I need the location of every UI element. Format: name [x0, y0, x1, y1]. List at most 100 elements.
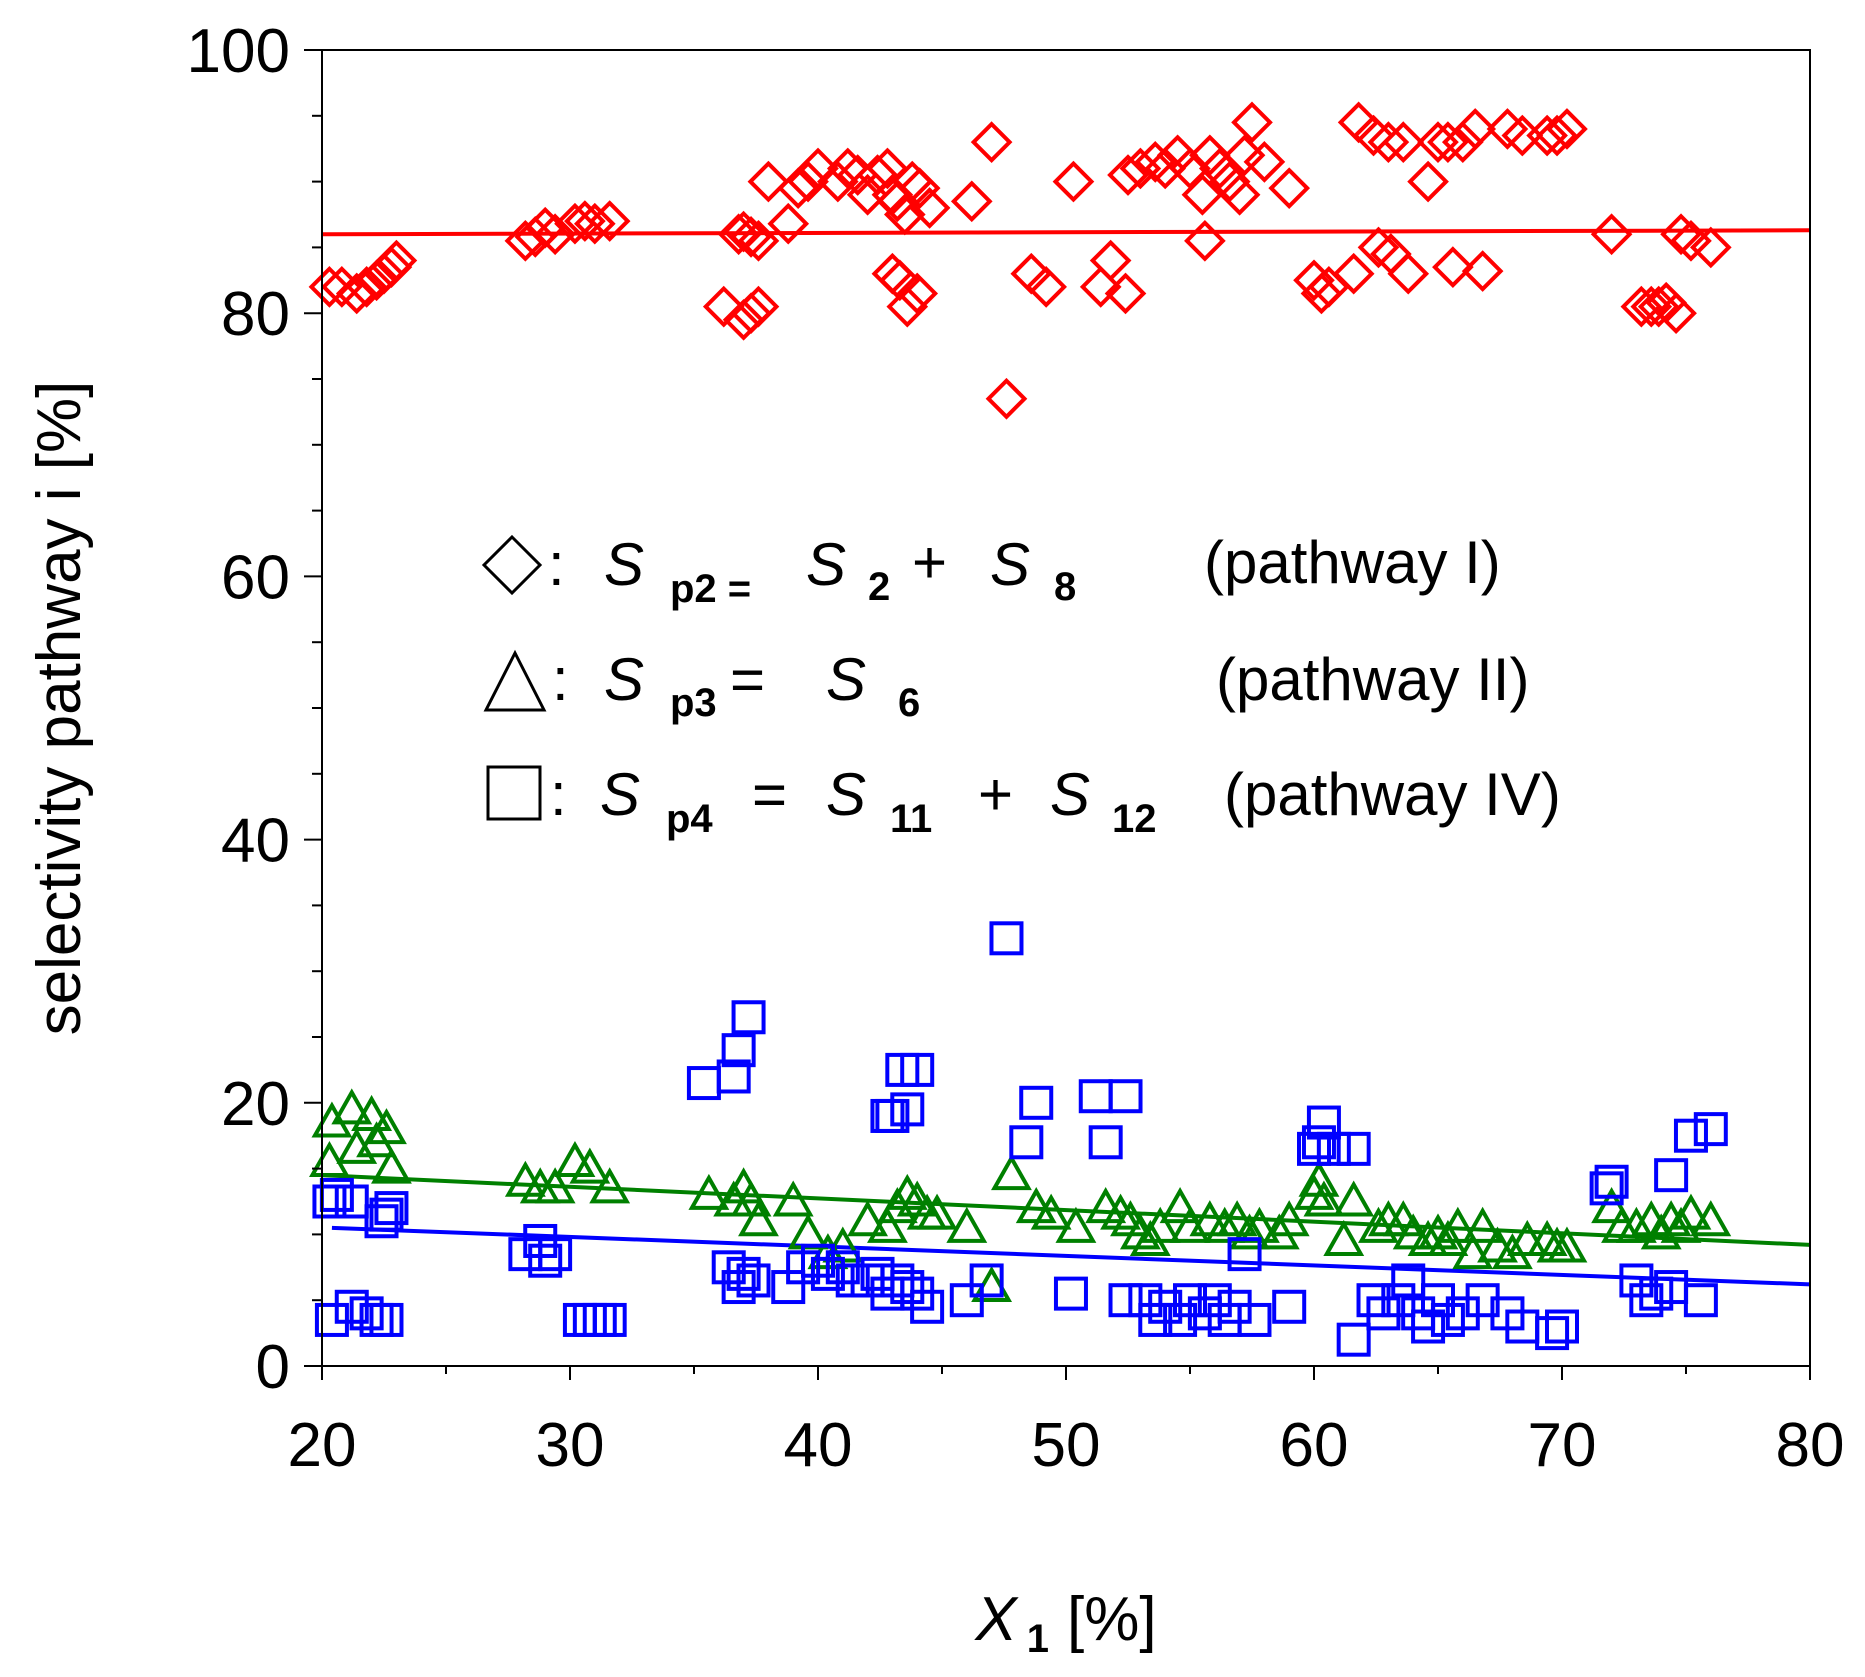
diamond-point: [1189, 134, 1231, 177]
triangle-point: [1204, 1206, 1246, 1243]
diamond-point: [1689, 226, 1732, 269]
triangle-point: [1546, 1226, 1588, 1263]
triangle-point: [1358, 1206, 1399, 1243]
y-tick-label: 100: [187, 17, 290, 86]
legend-rhs-var: S: [826, 761, 866, 828]
square-point: [1336, 1322, 1371, 1357]
triangle-point: [569, 1147, 611, 1184]
triangle-point: [772, 1180, 814, 1217]
legend-plus: +: [978, 761, 1013, 828]
square-point: [1237, 1302, 1272, 1337]
diamond-point: [1357, 226, 1400, 269]
triangle-point: [1055, 1206, 1097, 1243]
diamond-point: [1536, 114, 1578, 157]
triangle-point: [1216, 1200, 1258, 1237]
diamond-point: [1526, 114, 1568, 157]
square-point: [538, 1237, 573, 1272]
diamond-point: [1432, 246, 1474, 288]
diamond-point: [1025, 266, 1067, 308]
diamond-point: [898, 167, 941, 210]
triangle-point: [1229, 1213, 1270, 1250]
diamond-point: [1590, 213, 1633, 256]
legend-lhs-sub: p4: [666, 797, 713, 841]
diamond-point: [730, 216, 772, 258]
square-point: [726, 1256, 761, 1291]
diamond-point: [1218, 173, 1261, 216]
square-point: [949, 1283, 984, 1318]
legend-triangle-icon: [483, 649, 547, 712]
y-tick-label: 80: [221, 280, 290, 349]
square-point: [1108, 1283, 1143, 1318]
triangle-point: [1139, 1206, 1181, 1243]
diamond-point: [345, 266, 388, 308]
diamond-point: [826, 147, 869, 190]
diamond-point: [1454, 108, 1497, 150]
diamond-point: [1208, 160, 1251, 203]
diamond-point: [1268, 167, 1311, 210]
square-point: [334, 1184, 369, 1219]
axis-ticks: 20 30 40 50 60 70 80 0 20 40 60 80 100: [187, 17, 1845, 1480]
triangle-point: [1690, 1200, 1732, 1237]
square-point: [890, 1092, 925, 1127]
diamond-point: [883, 193, 926, 236]
diamond-point: [1181, 173, 1224, 216]
diamond-point: [1546, 108, 1588, 150]
square-point: [890, 1270, 925, 1305]
square-point: [1336, 1131, 1371, 1166]
legend-lhs-sub: p3: [670, 681, 717, 725]
square-point: [1272, 1289, 1307, 1324]
y-tick-label: 60: [221, 543, 290, 612]
square-trend-line: [331, 1225, 1811, 1287]
diamond-point: [1387, 252, 1430, 295]
square-point: [1297, 1131, 1331, 1166]
legend-lhs-var: S: [604, 531, 644, 598]
triangle-point: [886, 1173, 928, 1210]
square-point: [969, 1263, 1004, 1298]
legend-rhs-sub: 12: [1112, 797, 1157, 841]
legend-equals: =: [730, 646, 765, 713]
triangle-point: [1526, 1219, 1568, 1256]
square-point: [1019, 1085, 1054, 1120]
square-point: [1088, 1125, 1123, 1160]
legend-rhs-var: S: [990, 531, 1030, 598]
diamond-point: [896, 272, 939, 315]
diamond-point: [1107, 154, 1149, 196]
square-point: [731, 1000, 766, 1035]
legend-item-pathway-4: : S p4 = S 11 + S 12 (pathway IV): [486, 761, 1561, 841]
triangle-point: [1303, 1180, 1345, 1217]
square-point: [349, 1296, 384, 1331]
diamond-point: [1367, 121, 1410, 163]
diamond-point: [702, 285, 745, 328]
legend-rhs-sub: 11: [890, 797, 932, 841]
triangle-point: [371, 1147, 412, 1184]
square-point: [1535, 1316, 1570, 1351]
diamond-point: [970, 121, 1013, 163]
legend-square-icon: [486, 765, 542, 821]
diamond-point: [1104, 272, 1147, 315]
triangle-point: [688, 1173, 730, 1210]
diamond-point: [1630, 285, 1673, 328]
diamond-point: [1332, 252, 1375, 295]
legend-colon: :: [552, 646, 569, 713]
diamond-point: [1079, 266, 1122, 308]
legend-item-pathway-1: : S p2 = S 2 + S 8 (pathway I): [481, 529, 1501, 611]
triangle-point: [1452, 1233, 1494, 1270]
square-point: [900, 1052, 935, 1087]
legend-pathway: (pathway II): [1216, 646, 1529, 713]
x-axis-unit: [%]: [1067, 1585, 1157, 1654]
x-tick-label: 80: [1776, 1411, 1845, 1480]
square-point: [1594, 1164, 1629, 1199]
triangle-point: [351, 1094, 393, 1131]
y-tick-label: 40: [221, 807, 290, 876]
diamond-point: [1134, 141, 1177, 183]
diamond-point: [308, 266, 351, 308]
square-point: [736, 1263, 771, 1298]
triangle-point: [916, 1193, 958, 1230]
square-point: [1411, 1309, 1446, 1344]
legend-diamond-icon: [481, 534, 543, 596]
diamond-point: [588, 200, 631, 242]
x-tick-label: 60: [1280, 1411, 1349, 1480]
diamond-point: [1441, 121, 1484, 163]
